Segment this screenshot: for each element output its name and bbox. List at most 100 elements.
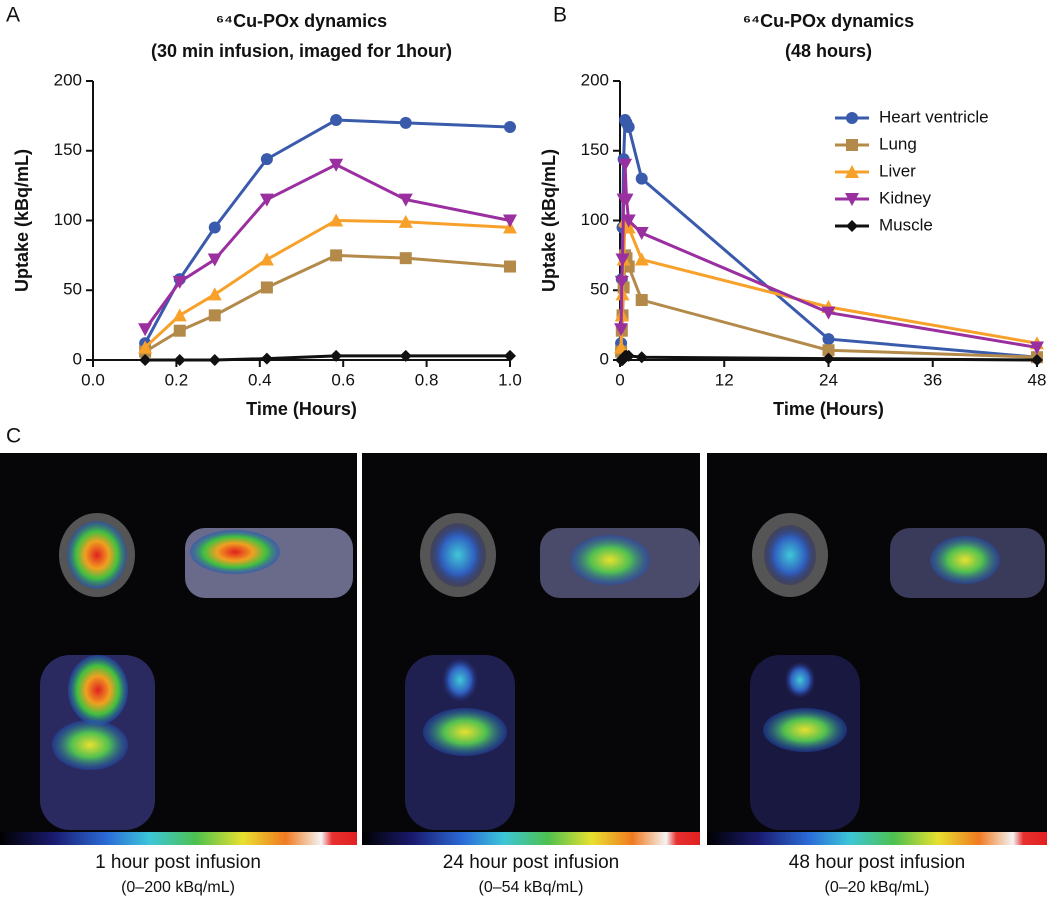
panel-label: C [6,425,21,448]
point [845,193,859,206]
point [330,349,343,362]
point [138,323,153,337]
image-panel [362,453,700,845]
x-tick-label: 0 [615,370,624,389]
point [504,121,516,134]
y-tick-label: 200 [54,70,82,89]
y-tick-label: 0 [73,349,82,368]
point [622,121,635,134]
point [1030,341,1044,355]
point [208,354,221,366]
point [260,352,273,365]
colorbar [707,832,1047,845]
point [634,252,649,266]
panel-label: B [553,4,567,27]
point [330,114,343,127]
y-tick-label: 200 [581,70,609,89]
legend-label: Muscle [879,215,933,234]
point [846,139,858,151]
x-axis-label: Time (Hours) [246,399,357,419]
legend-label: Kidney [879,188,931,207]
caption-range: (0–54 kBq/mL) [479,879,584,896]
y-tick-label: 150 [54,140,82,159]
y-tick-label: 50 [590,280,609,299]
point [173,324,186,337]
point [138,340,153,354]
point [399,349,412,362]
series-line [143,118,511,344]
point [330,249,343,262]
point [139,354,152,366]
point [615,253,630,267]
caption: 24 hour post infusion [443,852,619,873]
point [614,275,629,289]
point [259,193,274,207]
point [846,220,858,232]
series-line [619,217,1038,348]
point [503,214,517,228]
y-tick-label: 100 [54,210,82,229]
x-tick-label: 0.4 [248,370,272,389]
point [329,213,344,227]
point [504,349,516,362]
point [399,116,412,129]
point [172,275,187,289]
point [822,333,835,346]
colorbar [0,832,357,845]
colorbar [362,832,700,845]
x-tick-label: 12 [715,370,734,389]
point [260,153,273,166]
point [618,158,633,172]
point [260,281,273,294]
point [635,294,648,307]
point [398,193,413,207]
point [398,214,413,228]
pet-ct-images [0,453,1047,845]
point [621,214,636,228]
chart-subtitle: (30 min infusion, imaged for 1hour) [151,41,452,61]
point [635,172,648,185]
y-tick-label: 0 [600,349,609,368]
x-tick-label: 24 [819,370,838,389]
image-panel [0,453,357,845]
y-tick-label: 100 [581,210,609,229]
point [614,323,629,337]
point [1031,354,1043,366]
chart-title: ⁶⁴Cu-POx dynamics [743,11,914,31]
caption: 1 hour post infusion [95,852,261,873]
x-tick-label: 0.8 [415,370,439,389]
chart-subtitle: (48 hours) [785,41,872,61]
point [845,165,859,178]
legend-label: Heart ventricle [879,107,989,126]
point [822,352,835,365]
x-tick-label: 0.2 [165,370,189,389]
y-axis-label: Uptake (kBq/mL) [12,149,32,292]
point [207,253,222,267]
series-line [619,164,1038,349]
point [329,158,344,172]
point [614,340,629,354]
y-tick-label: 50 [63,280,82,299]
point [822,344,835,357]
chart-title: ⁶⁴Cu-POx dynamics [216,11,387,31]
legend-label: Lung [879,134,917,153]
point [846,112,858,124]
point [635,351,648,364]
point [619,193,634,207]
point [208,221,221,234]
x-tick-label: 0.0 [81,370,105,389]
caption-range: (0–20 kBq/mL) [825,879,930,896]
point [504,260,516,273]
point [399,252,412,265]
series-line [144,218,511,349]
caption: 48 hour post infusion [789,852,965,873]
point [207,287,222,301]
series-line [619,114,1038,359]
x-tick-label: 36 [923,370,942,389]
panel-label: A [6,4,20,27]
image-panel [707,453,1047,845]
point [622,349,635,362]
point [259,252,274,266]
point [821,306,836,320]
